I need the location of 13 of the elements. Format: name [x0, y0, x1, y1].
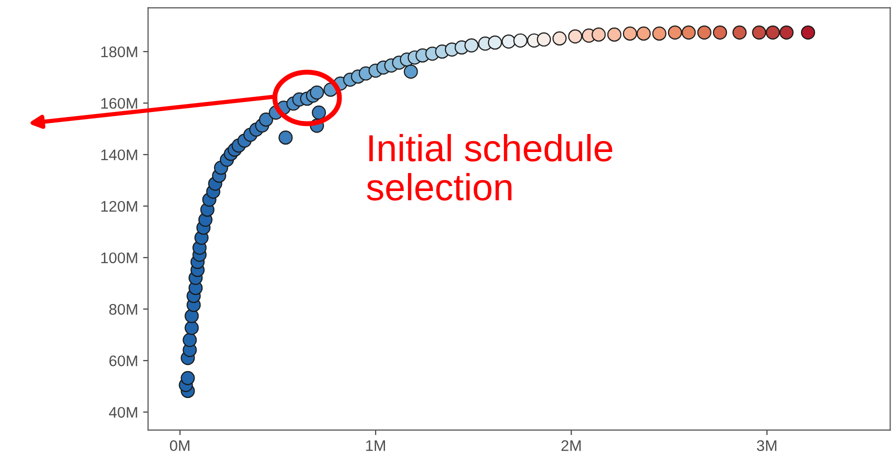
x-tick-label: 2M	[561, 440, 581, 451]
y-tick-label: 60M	[109, 355, 138, 366]
annotation: Initial schedule selection	[366, 134, 612, 201]
x-tick-label: 3M	[756, 440, 776, 452]
y-tick-label: 120M	[101, 200, 138, 212]
x-tick-label: 0M	[170, 440, 190, 452]
y-tick-label: 140M	[101, 149, 138, 160]
y-tick-label: 180M	[101, 46, 138, 58]
y-tick-label: 40M	[108, 406, 138, 418]
y-tick-label: 80M	[109, 304, 138, 315]
x-tick-label: 1M	[366, 440, 385, 451]
y-tick-label: 100M	[101, 252, 138, 264]
y-tick-label: 160M	[101, 98, 138, 109]
